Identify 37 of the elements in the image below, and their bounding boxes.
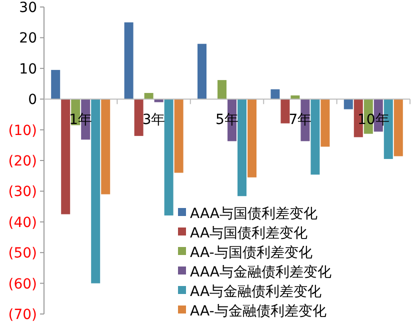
bar — [61, 99, 70, 214]
x-tick-label: 3年 — [142, 112, 166, 128]
legend-label: AA与国债利差变化 — [190, 226, 308, 242]
y-tick-label: 30 — [19, 0, 37, 16]
bar — [101, 99, 110, 194]
bar — [134, 99, 144, 136]
bar — [164, 99, 174, 216]
legend-label: AA-与国债利差变化 — [190, 245, 312, 261]
bar — [394, 99, 403, 156]
bar — [51, 70, 60, 100]
bar — [198, 44, 206, 100]
y-tick-label: 10 — [19, 61, 37, 78]
bar — [124, 22, 134, 100]
legend-label: AA与金融债利差变化 — [190, 284, 322, 300]
y-tick-label: 0 — [28, 92, 37, 108]
y-tick-label: (10) — [8, 122, 37, 139]
bar — [344, 99, 353, 110]
bar — [218, 80, 226, 100]
bar — [248, 99, 256, 178]
y-tick-label: (40) — [8, 214, 37, 231]
bar — [238, 99, 246, 196]
bar — [174, 99, 184, 173]
bar — [310, 99, 320, 175]
y-tick-label: (30) — [8, 184, 37, 200]
y-tick-label: (60) — [8, 276, 37, 292]
legend-label: AA-与金融债利差变化 — [190, 304, 326, 320]
y-tick-label: (70) — [8, 307, 37, 323]
bar — [144, 92, 154, 100]
bar — [280, 99, 290, 124]
bar — [320, 99, 330, 147]
y-tick-label: 20 — [19, 30, 37, 47]
legend-label: AAA与国债利差变化 — [190, 206, 318, 222]
y-tick-label: (20) — [8, 154, 37, 170]
y-tick-label: (50) — [8, 246, 37, 262]
legend-label: AAA与金融债利差变化 — [190, 264, 332, 280]
bar — [91, 99, 100, 284]
bar — [270, 89, 280, 100]
